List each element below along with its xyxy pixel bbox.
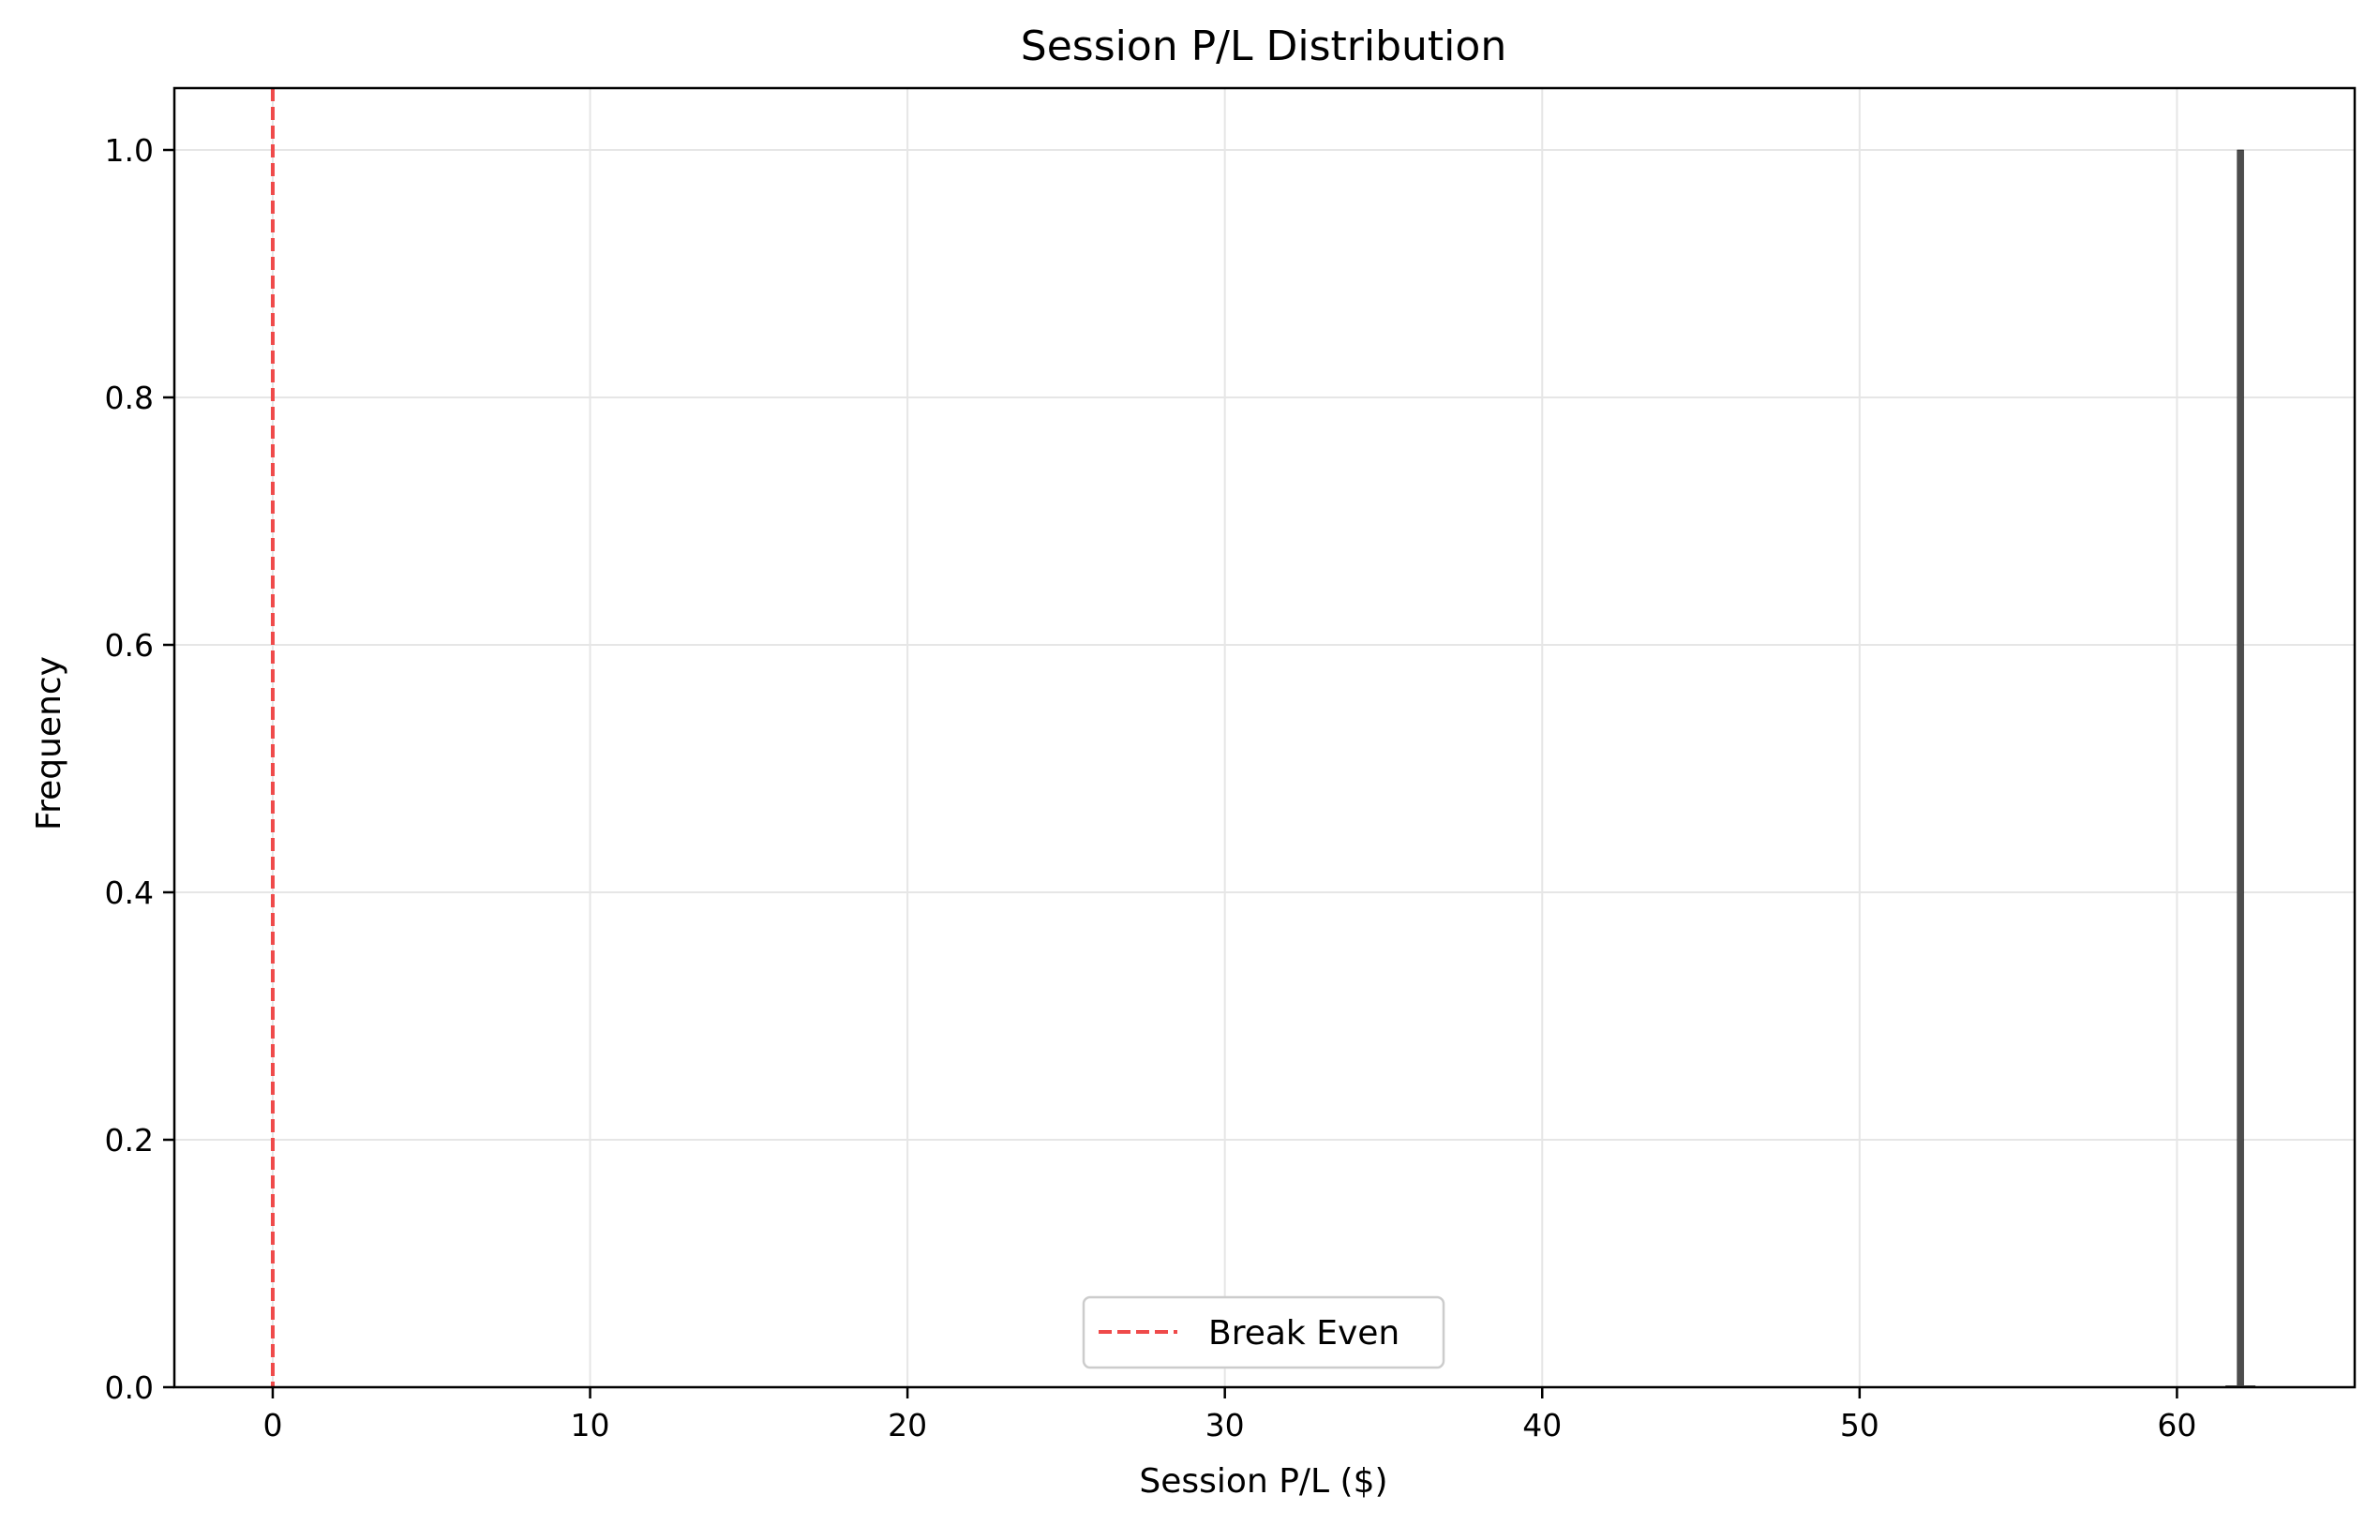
- y-tick-label: 0.8: [105, 380, 154, 416]
- chart-title: Session P/L Distribution: [1021, 22, 1506, 70]
- x-tick-label: 0: [262, 1407, 282, 1443]
- x-axis-label: Session P/L ($): [1139, 1462, 1387, 1501]
- y-tick-label: 1.0: [105, 132, 154, 169]
- legend-box: [1082, 1295, 1445, 1369]
- y-axis-label: Frequency: [30, 656, 68, 830]
- x-tick-label: 40: [1522, 1407, 1562, 1443]
- y-tick-label: 0.4: [105, 875, 154, 911]
- x-tick-label: 30: [1205, 1407, 1245, 1443]
- y-tick-label: 0.6: [105, 627, 154, 664]
- y-tick-label: 0.2: [105, 1122, 154, 1159]
- y-axis-ticks: 0.0 0.2 0.4 0.6 0.8 1.0: [105, 132, 174, 1406]
- x-tick-label: 20: [888, 1407, 927, 1443]
- x-tick-label: 60: [2157, 1407, 2196, 1443]
- legend: Break Even: [1082, 1295, 1445, 1369]
- x-tick-label: 50: [1840, 1407, 1879, 1443]
- plot-frame: [172, 86, 2357, 1389]
- x-tick-label: 10: [571, 1407, 610, 1443]
- x-axis-ticks: 0 10 20 30 40 50 60: [262, 1387, 2196, 1443]
- histogram-bar: [2237, 149, 2244, 1388]
- y-tick-label: 0.0: [105, 1369, 154, 1406]
- legend-label-break-even: Break Even: [1208, 1314, 1400, 1353]
